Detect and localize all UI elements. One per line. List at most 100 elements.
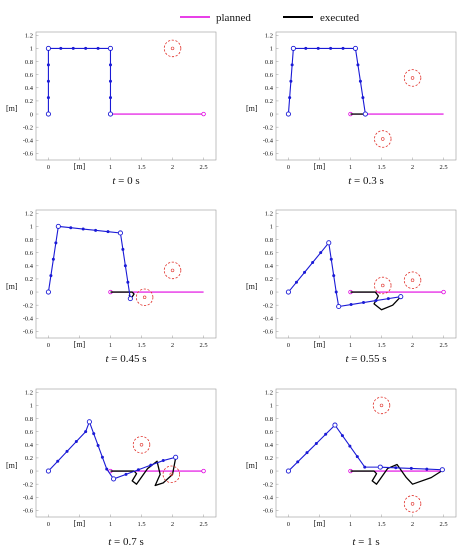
- arm-joint: [92, 432, 96, 436]
- arm-joint: [46, 63, 50, 67]
- y-tick-label: 1: [270, 224, 273, 231]
- arm-links: [288, 424, 443, 472]
- x-tick-label: 1: [349, 521, 352, 528]
- arm-joint: [136, 468, 140, 472]
- arm-joint: [54, 241, 58, 245]
- y-axis-unit: [m]: [6, 104, 18, 113]
- obstacle-circle: [374, 130, 392, 148]
- caption-time-value: = 0 s: [115, 175, 139, 187]
- arm-joint: [94, 228, 98, 232]
- x-axis-unit: [m]: [314, 162, 326, 171]
- x-tick-label: 1.5: [137, 521, 145, 528]
- y-axis-unit: [m]: [6, 461, 18, 470]
- arm-joint: [348, 444, 352, 448]
- y-tick-label: 0.8: [265, 416, 273, 423]
- y-tick-label: 1.2: [265, 33, 273, 40]
- arm-joint: [65, 449, 69, 453]
- obstacle-circle: [135, 288, 154, 307]
- y-tick-label: 1: [270, 46, 273, 53]
- y-tick-label: 0: [30, 289, 33, 296]
- arm-joint: [361, 96, 365, 100]
- panel-caption: t = 0.3 s: [348, 175, 384, 187]
- plot-frame: [275, 209, 457, 339]
- arm-joint: [394, 466, 398, 470]
- legend: planned executed: [180, 12, 360, 24]
- x-tick-label: 1: [109, 164, 112, 171]
- arm-links: [287, 47, 366, 115]
- y-axis-unit: [m]: [246, 461, 258, 470]
- y-tick-label: 1.2: [25, 390, 33, 397]
- y-tick-label: 1: [270, 403, 273, 410]
- x-axis-unit: [m]: [74, 519, 86, 528]
- y-tick-label: -0.4: [263, 495, 274, 502]
- arm-joint-open: [362, 111, 368, 117]
- x-tick-label: 2: [171, 521, 174, 528]
- y-axis-unit: [m]: [246, 104, 258, 113]
- y-tick-label: -0.2: [263, 302, 273, 309]
- obstacle-center: [410, 76, 415, 80]
- arm-joint: [108, 63, 112, 67]
- arm-joint: [74, 440, 78, 444]
- y-tick-label: 0.2: [265, 455, 273, 462]
- arm-joint-open: [285, 111, 291, 117]
- caption-time-symbol: t: [348, 175, 352, 187]
- obstacle-center: [381, 137, 385, 141]
- obstacle-circle: [163, 39, 182, 58]
- arm-joint-open: [285, 468, 291, 474]
- x-axis-unit: [m]: [74, 340, 86, 349]
- arm-links: [48, 420, 176, 480]
- executed-path: [350, 291, 401, 311]
- plot-frame: [35, 31, 217, 161]
- x-tick-label: 0: [287, 342, 290, 349]
- caption-time-value: = 0.55 s: [349, 353, 387, 365]
- y-tick-label: -0.2: [263, 124, 273, 131]
- arm-joint: [46, 96, 50, 100]
- x-tick-label: 2: [411, 342, 414, 349]
- caption-time-value: = 1 s: [355, 536, 379, 548]
- arm-joint: [329, 46, 333, 50]
- x-tick-label: 1.5: [377, 342, 385, 349]
- x-tick-label: 2.5: [200, 164, 208, 171]
- arm-joint: [319, 251, 323, 255]
- y-tick-label: -0.6: [263, 329, 274, 336]
- x-tick-label: 0: [287, 164, 290, 171]
- plot-frame: [275, 388, 457, 518]
- obstacle-center: [142, 295, 147, 300]
- y-axis-unit: [m]: [246, 282, 258, 291]
- panel-caption: t = 0.7 s: [108, 536, 144, 548]
- caption-time-value: = 0.3 s: [351, 175, 383, 187]
- obstacle-circle: [163, 261, 182, 280]
- planned-end-marker: [201, 468, 206, 474]
- caption-time-symbol: t: [345, 353, 349, 365]
- arm-joint-open: [86, 419, 92, 425]
- y-tick-label: 0.4: [265, 442, 274, 449]
- executed-path: [110, 457, 177, 487]
- caption-time-symbol: t: [108, 536, 112, 548]
- caption-time-value: = 0.45 s: [109, 353, 147, 365]
- arm-joint: [59, 46, 63, 50]
- caption-time-symbol: t: [352, 536, 356, 548]
- y-tick-label: 1.2: [265, 390, 273, 397]
- y-tick-label: 1: [30, 224, 33, 231]
- panels: 0 1 1.5 2 2.5 [m] -0.6 -0.4 -0.2 0 0.2 0.4 0.6 0.8 1 1.…: [6, 31, 457, 548]
- arm-joint: [106, 230, 110, 234]
- y-tick-label: 0: [30, 468, 33, 475]
- planned-end-marker: [441, 289, 446, 295]
- arm-joint: [305, 451, 309, 455]
- arm-joint: [362, 301, 366, 305]
- y-tick-label: -0.2: [23, 124, 33, 131]
- y-tick-label: 0.8: [25, 59, 33, 66]
- y-tick-label: 0.2: [25, 276, 33, 283]
- arm-joint: [296, 460, 300, 464]
- panel-4: 0 1 1.5 2 2.5 [m] -0.6 -0.4 -0.2 0 0.2 0.4 0.6 0.8 1 1.…: [246, 209, 457, 365]
- arm-joint: [324, 432, 328, 436]
- panel-caption: t = 0.55 s: [345, 353, 386, 365]
- y-tick-label: 0.6: [265, 72, 274, 79]
- arm-joint-open: [45, 289, 51, 295]
- y-tick-label: 0: [270, 111, 273, 118]
- arm-joint-open: [439, 467, 445, 473]
- obstacle-circle: [403, 271, 422, 289]
- y-tick-label: 1: [30, 403, 33, 410]
- y-tick-label: -0.6: [23, 329, 34, 336]
